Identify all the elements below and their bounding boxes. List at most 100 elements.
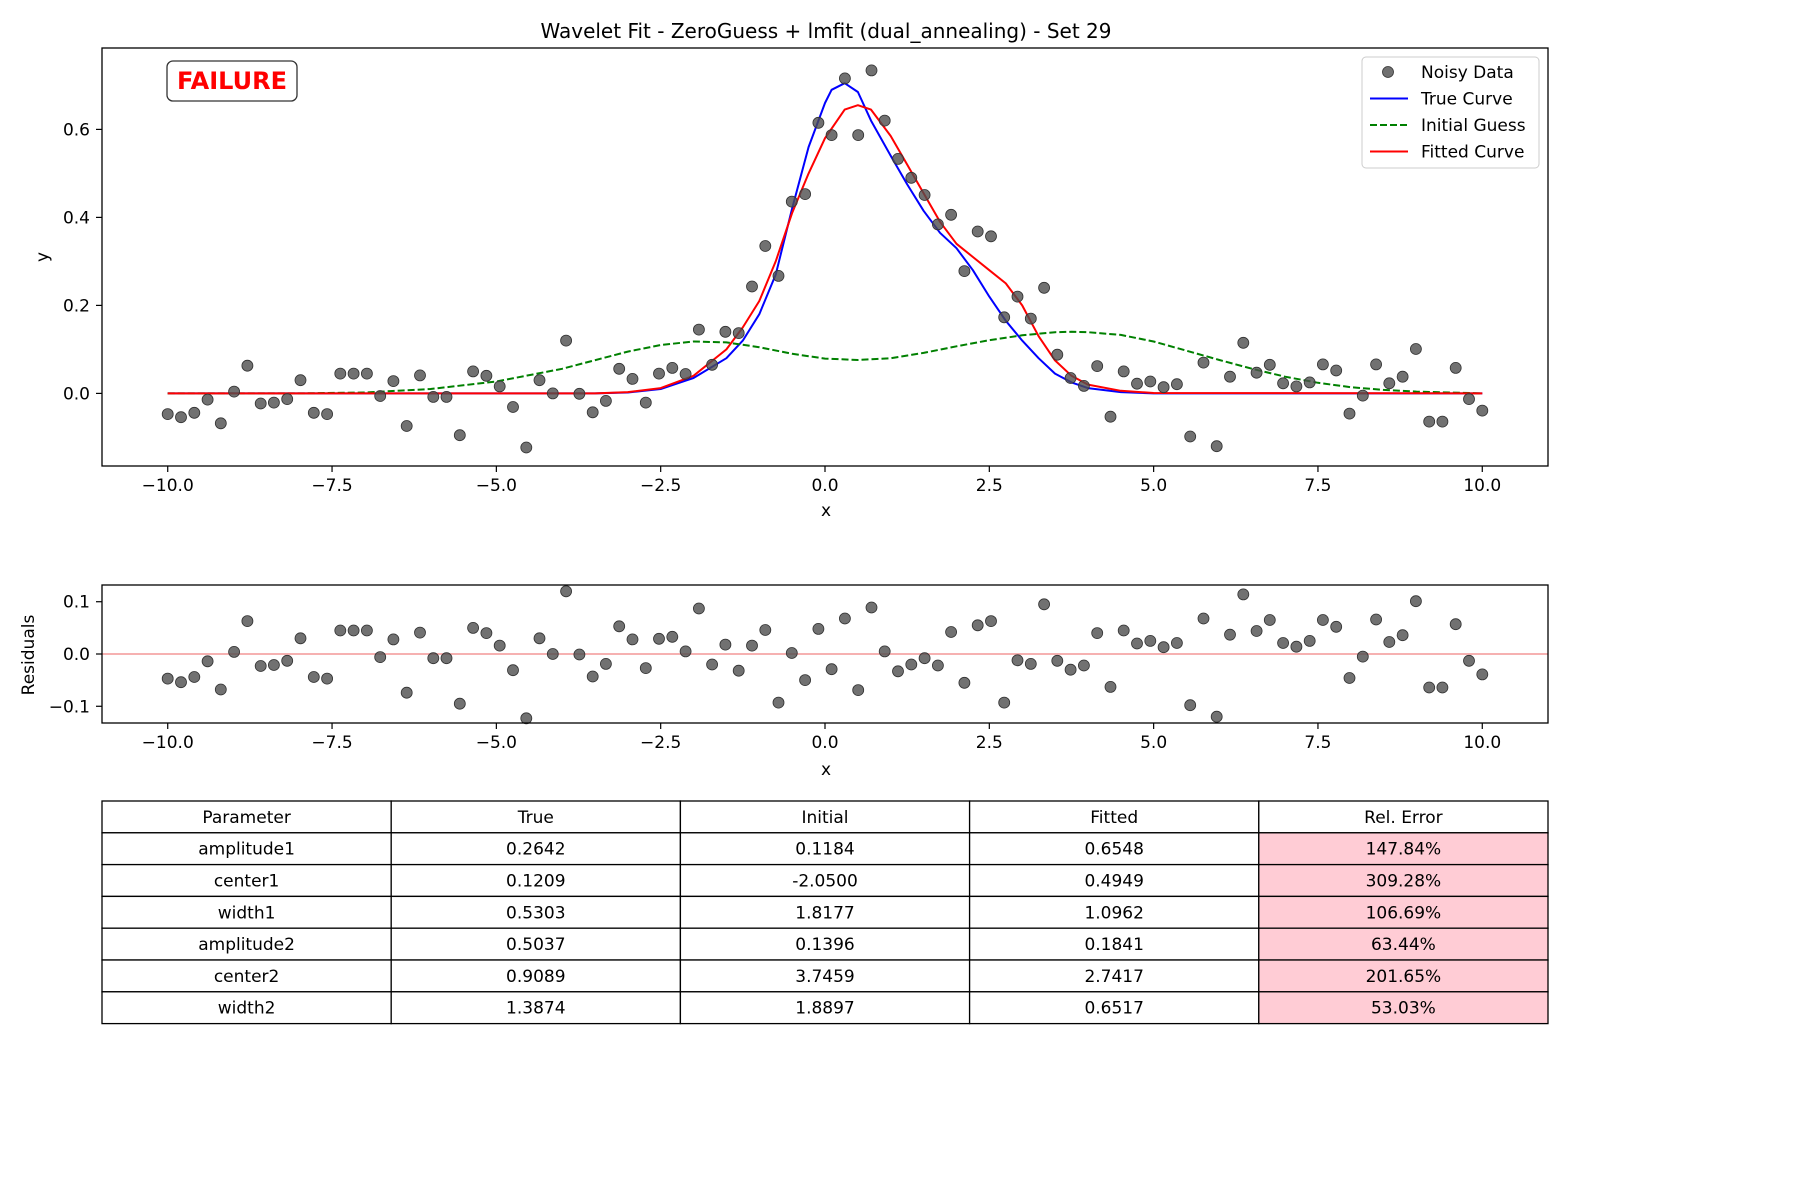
- noisy-data-point: [1370, 358, 1382, 371]
- x-tick-label: −5.0: [476, 733, 517, 753]
- noisy-data-point: [985, 230, 997, 243]
- noisy-data-point: [1011, 290, 1024, 303]
- table-cell-text: 0.1184: [795, 840, 854, 860]
- residual-point: [281, 654, 294, 667]
- noisy-data-point: [1064, 372, 1077, 384]
- residual-point: [945, 626, 957, 638]
- residual-point: [440, 652, 453, 665]
- noisy-data-point: [1117, 365, 1130, 378]
- table-cell-text: amplitude2: [198, 935, 295, 955]
- noisy-data-point: [1290, 380, 1303, 393]
- x-tick-label: 0.0: [811, 733, 838, 753]
- x-tick-label: 7.5: [1304, 476, 1331, 496]
- table-header-text: Fitted: [1090, 808, 1138, 828]
- residual-point: [560, 585, 572, 598]
- residual-point: [1237, 588, 1250, 601]
- table-cell: [679, 991, 971, 1025]
- noisy-data-point: [1184, 430, 1197, 443]
- table-cell-text: 201.65%: [1366, 967, 1442, 987]
- main-x-axis: −10.0 −7.5 −5.0 −2.5 0.0 2.5 5.0 7.5 10.0: [142, 466, 1501, 496]
- table-cell-text: center2: [214, 967, 280, 987]
- noisy-data-point: [1171, 378, 1183, 391]
- y-tick-label: −0.1: [49, 697, 90, 717]
- residual-point: [693, 602, 705, 615]
- table-header-cell: [1258, 800, 1549, 834]
- legend: Noisy Data True Curve Initial Guess Fitted …: [1361, 56, 1540, 169]
- y-tick-label: 0.4: [63, 208, 90, 228]
- residual-point: [1197, 612, 1210, 625]
- residual-point: [1064, 663, 1077, 676]
- residual-point: [161, 672, 174, 685]
- table-cell-text: center1: [214, 872, 280, 892]
- table-cell-text: 0.9089: [506, 967, 565, 987]
- noisy-data-point: [414, 369, 426, 382]
- residual-point: [1463, 654, 1475, 667]
- residual-point: [188, 671, 201, 683]
- table-cell-text: 0.2642: [506, 840, 565, 860]
- noisy-data-point: [639, 396, 652, 409]
- table-cell: [1258, 832, 1549, 866]
- legend-label: Fitted Curve: [1421, 143, 1524, 163]
- legend-label: Noisy Data: [1421, 63, 1514, 83]
- residual-point: [613, 620, 626, 633]
- residual-point: [347, 624, 360, 637]
- noisy-data-point: [188, 406, 201, 419]
- residual-point: [600, 658, 612, 670]
- noisy-data-point: [1343, 407, 1356, 420]
- x-tick-label: 10.0: [1463, 733, 1501, 753]
- table-cell: [101, 991, 392, 1025]
- residual-point: [1317, 614, 1329, 626]
- residual-point: [307, 671, 320, 683]
- noisy-data-point: [878, 114, 891, 127]
- residual-point: [334, 624, 347, 637]
- noisy-data-point: [1449, 361, 1462, 374]
- noisy-data-point: [839, 72, 851, 85]
- residual-point: [799, 674, 811, 686]
- x-tick-label: −10.0: [142, 733, 194, 753]
- residual-point: [1303, 635, 1316, 647]
- true-curve-line: [167, 82, 1483, 395]
- noisy-data-point: [480, 369, 493, 382]
- noisy-data-point: [1091, 360, 1104, 373]
- noisy-data-point: [1224, 370, 1236, 383]
- residual-point: [971, 619, 984, 632]
- noisy-data-point: [679, 368, 692, 380]
- noisy-data-point: [334, 367, 347, 380]
- noisy-data-point: [732, 327, 745, 340]
- residual-point: [825, 663, 838, 676]
- table-cell-text: 0.6517: [1084, 999, 1143, 1019]
- table-header-text: Rel. Error: [1364, 808, 1442, 828]
- table-cell: [968, 927, 1260, 961]
- y-tick-label: 0.0: [63, 384, 90, 404]
- noisy-data-point: [1277, 377, 1289, 390]
- residual-point: [214, 683, 227, 696]
- residual-point: [852, 684, 865, 696]
- residual-point: [1423, 681, 1436, 694]
- noisy-data-point: [493, 380, 506, 393]
- residual-point: [427, 652, 440, 665]
- residual-point: [573, 648, 586, 661]
- noisy-data-point: [1330, 364, 1343, 377]
- noisy-data-point: [1038, 281, 1050, 294]
- noisy-data-point: [799, 188, 811, 201]
- table-cell: [390, 832, 682, 866]
- residual-point: [267, 659, 280, 671]
- residual-point: [586, 670, 599, 683]
- table-cell: [101, 832, 392, 866]
- table-cell: [101, 895, 392, 929]
- noisy-data-point: [918, 189, 931, 201]
- residual-point: [321, 672, 334, 685]
- noisy-data-point: [852, 129, 865, 142]
- noisy-data-point: [254, 397, 267, 410]
- noisy-data-point: [1078, 379, 1090, 392]
- table-cell-text: width2: [218, 999, 276, 1019]
- main-y-axis: 0.0 0.2 0.4 0.6: [63, 120, 102, 404]
- residual-point: [812, 623, 825, 635]
- noisy-data-point: [175, 411, 187, 424]
- noisy-data-point: [228, 385, 241, 398]
- noisy-data-point: [1383, 377, 1396, 390]
- table-header-cell: [390, 800, 682, 834]
- noisy-data-point: [387, 375, 400, 388]
- x-tick-label: −5.0: [476, 476, 517, 496]
- residual-point: [918, 652, 931, 665]
